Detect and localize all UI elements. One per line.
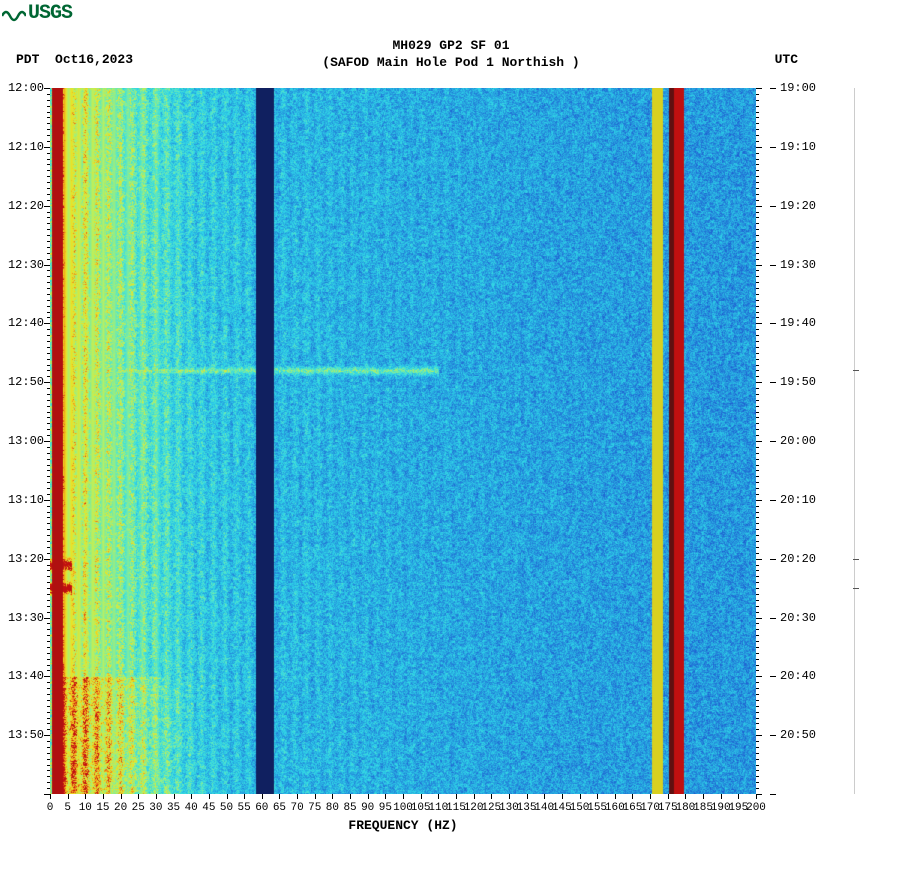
y-right-tick-label: 20:50 [780,728,816,742]
y-left-tick-label: 13:40 [8,669,44,683]
title-line-2: (SAFOD Main Hole Pod 1 Northish ) [0,55,902,72]
x-tick-label: 30 [149,802,162,814]
y-left-tick-label: 12:20 [8,199,44,213]
y-right-tick-label: 19:20 [780,199,816,213]
x-tick-label: 70 [290,802,303,814]
x-tick-label: 200 [746,802,766,814]
y-axis-right: 19:0019:1019:2019:3019:4019:5020:0020:10… [756,88,816,794]
title-line-1: MH029 GP2 SF 01 [0,38,902,55]
x-tick-label: 95 [379,802,392,814]
x-tick-label: 75 [308,802,321,814]
usgs-logo-text: USGS [28,2,72,25]
y-left-tick-label: 13:30 [8,611,44,625]
spectrogram-canvas [50,88,756,794]
chart-title: MH029 GP2 SF 01 (SAFOD Main Hole Pod 1 N… [0,38,902,72]
x-tick-label: 0 [47,802,54,814]
usgs-logo: USGS [2,2,72,25]
y-left-tick-label: 12:50 [8,375,44,389]
y-left-tick-label: 13:20 [8,552,44,566]
y-right-tick-label: 19:00 [780,81,816,95]
x-tick-label: 15 [96,802,109,814]
x-tick-label: 20 [114,802,127,814]
date-label: Oct16,2023 [55,52,133,67]
y-right-tick-label: 19:10 [780,140,816,154]
x-tick-label: 5 [64,802,71,814]
x-tick-label: 80 [326,802,339,814]
x-tick-label: 25 [132,802,145,814]
y-left-tick-label: 12:00 [8,81,44,95]
timezone-left: PDT Oct16,2023 [16,52,133,67]
x-tick-label: 55 [238,802,251,814]
x-tick-label: 90 [361,802,374,814]
y-left-tick-label: 13:50 [8,728,44,742]
y-right-tick-label: 20:00 [780,434,816,448]
y-axis-left: 12:0012:1012:2012:3012:4012:5013:0013:10… [0,88,50,794]
x-tick-label: 45 [202,802,215,814]
y-right-tick-label: 19:40 [780,316,816,330]
x-tick-label: 50 [220,802,233,814]
x-tick-label: 60 [255,802,268,814]
y-left-tick-label: 12:10 [8,140,44,154]
x-tick-label: 85 [343,802,356,814]
y-right-tick-label: 20:10 [780,493,816,507]
tz-right-label: UTC [775,52,798,67]
y-left-tick-label: 12:40 [8,316,44,330]
x-tick-label: 10 [79,802,92,814]
y-right-tick-label: 19:50 [780,375,816,389]
y-right-tick-label: 20:20 [780,552,816,566]
timezone-right: UTC [775,52,798,67]
y-right-tick-label: 19:30 [780,258,816,272]
y-right-tick-label: 20:30 [780,611,816,625]
x-tick-label: 65 [273,802,286,814]
y-right-tick-label: 20:40 [780,669,816,683]
y-left-tick-label: 13:10 [8,493,44,507]
tz-left-label: PDT [16,52,39,67]
y-left-tick-label: 13:00 [8,434,44,448]
event-sidebar [854,88,859,794]
y-left-tick-label: 12:30 [8,258,44,272]
x-axis-label: FREQUENCY (HZ) [50,818,756,833]
spectrogram-plot [50,88,756,794]
usgs-wave-icon [2,6,26,22]
x-tick-label: 40 [185,802,198,814]
x-tick-label: 35 [167,802,180,814]
